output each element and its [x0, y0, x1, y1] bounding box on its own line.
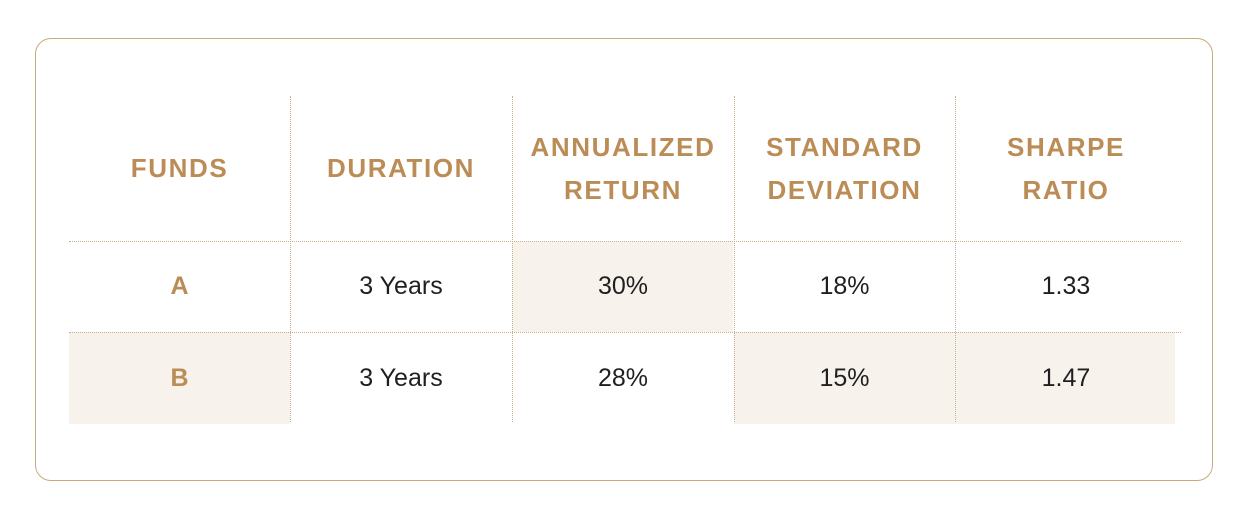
header-funds: FUNDS — [130, 153, 229, 183]
highlight-b-fund — [69, 332, 290, 424]
row-b-fund: B — [170, 363, 189, 392]
header-standard-deviation-line1: STANDARD — [766, 131, 923, 162]
divider-header — [69, 241, 1181, 242]
column-divider-1 — [290, 96, 291, 422]
header-sharpe-ratio: SHARPE RATIO — [955, 96, 1177, 241]
header-standard-deviation-line2: DEVIATION — [767, 174, 922, 205]
row-b-sharpe-ratio: 1.47 — [1041, 363, 1091, 392]
column-divider-4 — [955, 96, 956, 422]
row-b-duration: 3 Years — [359, 363, 443, 392]
highlight-b-deviation-sharpe — [734, 332, 1175, 424]
fund-comparison-table: FUNDS DURATION ANNUALIZED RETURN STANDAR… — [69, 96, 1181, 424]
column-divider-2 — [512, 96, 513, 422]
header-standard-deviation: STANDARD DEVIATION — [734, 96, 955, 241]
row-a-fund: A — [170, 272, 189, 300]
row-a-annualized-return: 30% — [597, 272, 649, 300]
row-b-annualized-return: 28% — [597, 363, 649, 392]
header-annualized-return: ANNUALIZED RETURN — [512, 96, 734, 241]
highlight-a-annualized-return — [512, 241, 733, 332]
header-duration: DURATION — [326, 153, 476, 183]
row-a-duration: 3 Years — [359, 272, 443, 300]
row-a-sharpe-ratio: 1.33 — [1041, 272, 1091, 300]
divider-row — [69, 332, 1181, 333]
row-b-standard-deviation: 15% — [819, 363, 870, 392]
header-sharpe-ratio-line2: RATIO — [1022, 174, 1110, 205]
column-divider-3 — [734, 96, 735, 422]
header-annualized-return-line1: ANNUALIZED — [530, 131, 716, 162]
header-sharpe-ratio-line1: SHARPE — [1007, 131, 1125, 162]
header-annualized-return-line2: RETURN — [564, 174, 682, 205]
row-a-standard-deviation: 18% — [819, 272, 870, 300]
